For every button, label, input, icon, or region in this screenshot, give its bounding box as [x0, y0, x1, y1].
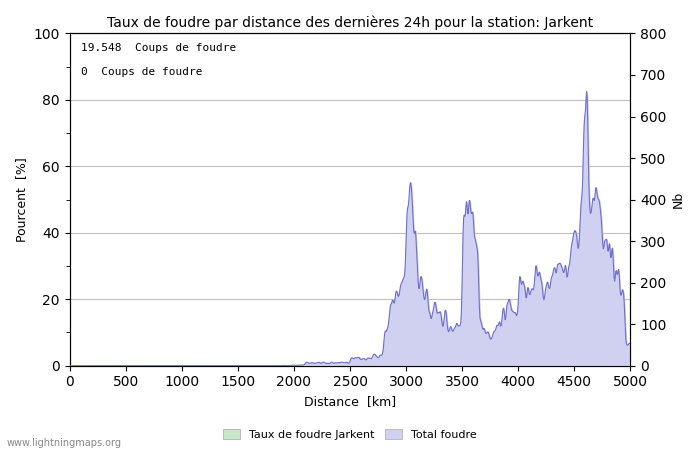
Text: 19.548  Coups de foudre: 19.548 Coups de foudre [81, 43, 236, 54]
X-axis label: Distance  [km]: Distance [km] [304, 395, 396, 408]
Y-axis label: Pourcent  [%]: Pourcent [%] [15, 157, 28, 242]
Text: www.lightningmaps.org: www.lightningmaps.org [7, 438, 122, 448]
Text: 0  Coups de foudre: 0 Coups de foudre [81, 67, 202, 76]
Title: Taux de foudre par distance des dernières 24h pour la station: Jarkent: Taux de foudre par distance des dernière… [107, 15, 593, 30]
Legend: Taux de foudre Jarkent, Total foudre: Taux de foudre Jarkent, Total foudre [219, 425, 481, 445]
Y-axis label: Nb: Nb [672, 191, 685, 208]
